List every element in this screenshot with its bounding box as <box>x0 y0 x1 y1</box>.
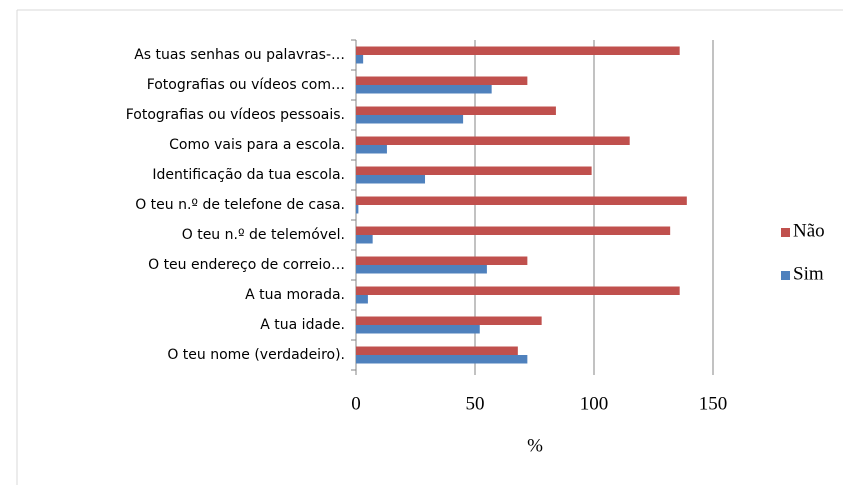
bar <box>356 226 671 235</box>
bar <box>356 115 464 124</box>
bar <box>356 295 368 304</box>
y-tick-label: Como vais para a escola. <box>169 137 345 153</box>
bar <box>356 265 487 274</box>
y-tick-label: O teu endereço de correio… <box>148 257 345 273</box>
bar <box>356 256 528 265</box>
y-tick-label: A tua idade. <box>260 317 345 333</box>
bar <box>356 346 518 355</box>
bar <box>356 46 680 55</box>
bar <box>356 355 528 364</box>
bar <box>356 205 359 214</box>
y-tick-label: A tua morada. <box>245 287 345 303</box>
y-tick-label: O teu n.º de telefone de casa. <box>135 197 345 213</box>
bar <box>356 325 480 334</box>
bar <box>356 85 492 94</box>
y-tick-label: O teu nome (verdadeiro). <box>167 347 345 363</box>
legend-swatch <box>781 228 790 237</box>
legend-swatch <box>781 271 790 280</box>
x-tick-label: 150 <box>699 393 728 414</box>
bar <box>356 166 592 175</box>
bar <box>356 55 364 64</box>
x-axis-label: % <box>527 435 543 456</box>
bar <box>356 106 556 115</box>
legend-label: Não <box>793 220 825 241</box>
bar <box>356 145 387 154</box>
y-tick-label: Fotografias ou vídeos pessoais. <box>126 107 345 123</box>
legend-label: Sim <box>793 263 824 284</box>
bar <box>356 175 426 184</box>
y-tick-label: Identificação da tua escola. <box>152 167 345 183</box>
bar <box>356 235 373 244</box>
bar <box>356 136 630 145</box>
bar <box>356 76 528 85</box>
x-tick-label: 100 <box>580 393 609 414</box>
bar <box>356 286 680 295</box>
bar <box>356 316 542 325</box>
bar <box>356 196 687 205</box>
y-tick-label: O teu n.º de telemóvel. <box>182 227 345 243</box>
y-tick-label: Fotografias ou vídeos com… <box>147 77 345 93</box>
x-tick-label: 50 <box>466 393 485 414</box>
y-tick-label: As tuas senhas ou palavras-… <box>134 47 345 63</box>
x-tick-label: 0 <box>351 393 361 414</box>
